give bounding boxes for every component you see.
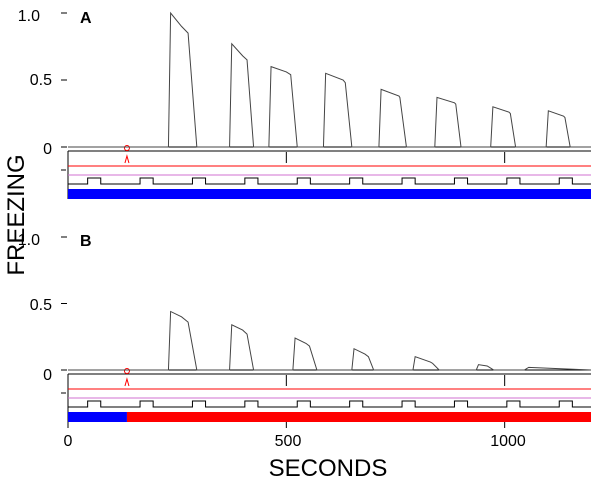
x-tick-500: 500: [275, 433, 302, 450]
y-axis-title: FREEZING: [3, 154, 30, 275]
panel-b-condition-bar-1: [126, 412, 591, 422]
panel-a-pulse-train: [68, 177, 591, 185]
panel-b-pulse-train: [68, 400, 591, 408]
panel-a: A 1.0 0.5 0: [18, 8, 591, 199]
panel-b: B 1.0 0.5 0: [18, 232, 591, 422]
panel-b-label: B: [80, 233, 92, 250]
panel-a-ytick-0: 0: [43, 141, 52, 158]
panel-b-ytick-0-5: 0.5: [30, 297, 52, 314]
x-axis: 0 500 1000 SECONDS: [64, 422, 526, 480]
panel-a-condition-bar-0: [68, 189, 591, 199]
panel-a-label: A: [80, 10, 92, 27]
panel-b-red-spike: [124, 377, 130, 387]
x-tick-0: 0: [64, 433, 73, 450]
x-axis-title: SECONDS: [269, 455, 388, 480]
panel-b-freezing-trace: [68, 310, 591, 371]
panel-b-ytick-0: 0: [43, 367, 52, 384]
panel-a-freezing-trace: [68, 11, 591, 148]
panel-a-ytick-1: 1.0: [18, 8, 40, 25]
panel-b-strip: [61, 236, 591, 422]
panel-b-circle-marker: [123, 368, 130, 374]
panel-a-circle-marker: [123, 145, 130, 151]
panel-a-red-spike: [124, 154, 130, 164]
x-tick-1000: 1000: [490, 433, 526, 450]
panel-b-condition-bar-0: [68, 412, 127, 422]
panel-a-strip: [61, 12, 591, 199]
panel-a-ytick-0-5: 0.5: [30, 72, 52, 89]
panel-b-ytick-1: 1.0: [18, 232, 40, 249]
